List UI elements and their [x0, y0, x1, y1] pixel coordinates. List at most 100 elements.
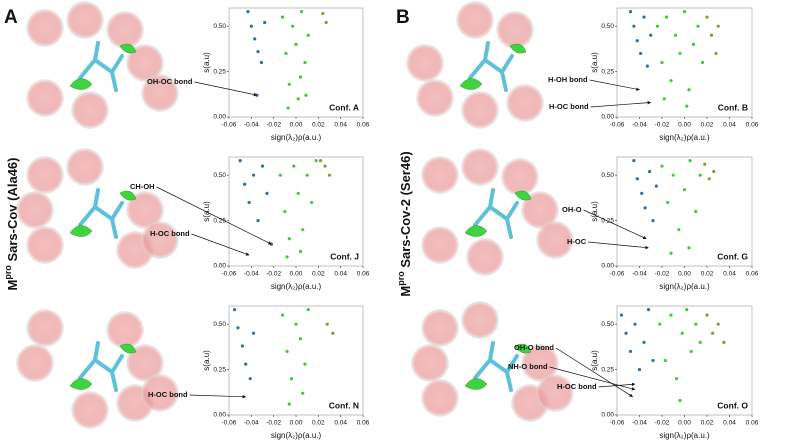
y-tick-label: 0.25: [213, 68, 226, 75]
point: [324, 20, 328, 25]
x-tick-label: -0.04: [244, 420, 259, 427]
bond-label: H-OC bond: [549, 102, 589, 111]
y-tick-label: 0.25: [601, 366, 614, 373]
y-axis-label: s(a.u): [590, 52, 599, 73]
x-tick-label: 0.04: [723, 271, 736, 278]
point: [301, 391, 305, 395]
point: [294, 322, 298, 326]
water-sphere: [26, 9, 64, 47]
point: [689, 349, 693, 354]
x-tick-label: 0.04: [723, 122, 736, 129]
nci-surface: [69, 343, 137, 390]
point: [292, 164, 296, 168]
plot-frame: [228, 7, 364, 118]
y-tick-label: 0.50: [601, 321, 614, 328]
water-sphere: [496, 11, 534, 49]
water-sphere: [421, 309, 459, 347]
conf-label: Conf. G: [717, 251, 748, 261]
x-tick-label: 0.02: [312, 271, 325, 278]
point: [651, 358, 655, 363]
water-sphere: [421, 156, 459, 194]
plot-frame: [228, 305, 364, 416]
x-tick-label: 0.02: [701, 271, 714, 278]
water-sphere: [71, 391, 109, 429]
point: [306, 308, 310, 312]
point: [637, 367, 642, 372]
point: [669, 251, 673, 255]
point: [298, 249, 303, 254]
point: [700, 60, 705, 65]
point: [658, 322, 662, 326]
side-label-sup: pro: [396, 271, 406, 286]
point: [716, 322, 720, 326]
bond-label: OH-OC bond: [147, 77, 193, 86]
x-tick-label: -0.06: [222, 122, 237, 129]
point: [619, 313, 624, 317]
point: [691, 42, 696, 46]
point: [712, 169, 716, 174]
y-tick-label: 0.25: [213, 217, 226, 224]
water-sphere: [536, 374, 574, 412]
point: [318, 159, 323, 163]
point: [687, 88, 691, 92]
point: [281, 15, 285, 19]
x-tick-label: -0.02: [655, 271, 670, 278]
point: [651, 218, 655, 223]
x-tick-label: -0.04: [632, 271, 647, 278]
point: [301, 228, 305, 232]
bond-arrow: [156, 186, 272, 245]
point: [688, 159, 692, 163]
bond-label: H-OC: [567, 237, 587, 246]
side-label-prefix: M: [398, 286, 413, 297]
point: [662, 97, 666, 101]
x-tick-label: 0.02: [701, 420, 714, 427]
x-tick-label: 0.06: [746, 420, 759, 427]
y-axis-label: s(a.u): [590, 350, 599, 371]
point: [323, 164, 327, 168]
nci-surface: [459, 43, 527, 90]
y-tick-label: 0.00: [213, 412, 226, 419]
x-tick-label: 0.06: [357, 271, 370, 278]
bond-label: H-OC bond: [148, 390, 188, 399]
x-tick-label: 0.00: [290, 122, 303, 129]
point: [287, 82, 291, 86]
point: [709, 33, 714, 37]
point: [325, 322, 329, 326]
nci-surface: [69, 43, 137, 90]
point: [685, 308, 689, 312]
bond-label: H-OC bond: [150, 229, 190, 238]
bond-label: NH-O bond: [508, 362, 548, 371]
side-label-prefix: M: [5, 280, 20, 291]
point: [654, 184, 658, 188]
x-tick-label: -0.04: [632, 420, 647, 427]
point: [660, 164, 664, 168]
water-sphere: [466, 238, 504, 276]
water-sphere: [26, 309, 64, 347]
point: [236, 326, 240, 330]
point: [310, 200, 314, 205]
x-tick-label: -0.02: [266, 122, 281, 129]
point: [694, 209, 698, 214]
conf-label: Conf. A: [329, 102, 359, 112]
bond-label: OH-O: [562, 205, 582, 214]
point: [296, 97, 300, 101]
conf-label: Conf. O: [717, 400, 748, 410]
x-axis-label: sign(λ₂)ρ(a.u.): [271, 282, 322, 291]
water-sphere: [421, 379, 459, 417]
point: [655, 24, 660, 28]
water-sphere: [536, 221, 574, 259]
water-sphere: [501, 158, 539, 196]
y-tick-label: 0.50: [213, 23, 226, 30]
water-sphere: [141, 74, 179, 112]
point: [675, 377, 679, 381]
x-tick-label: 0.04: [334, 420, 347, 427]
water-sphere: [16, 191, 54, 229]
y-tick-label: 0.00: [601, 114, 614, 121]
point: [642, 15, 646, 19]
y-axis-label: s(a.u): [202, 52, 211, 73]
bond-arrow: [589, 79, 640, 91]
water-sphere: [506, 84, 544, 122]
point: [698, 173, 702, 177]
point: [247, 200, 251, 205]
side-label: Mpro Sars-Cov-2 (Ser46): [396, 151, 413, 296]
